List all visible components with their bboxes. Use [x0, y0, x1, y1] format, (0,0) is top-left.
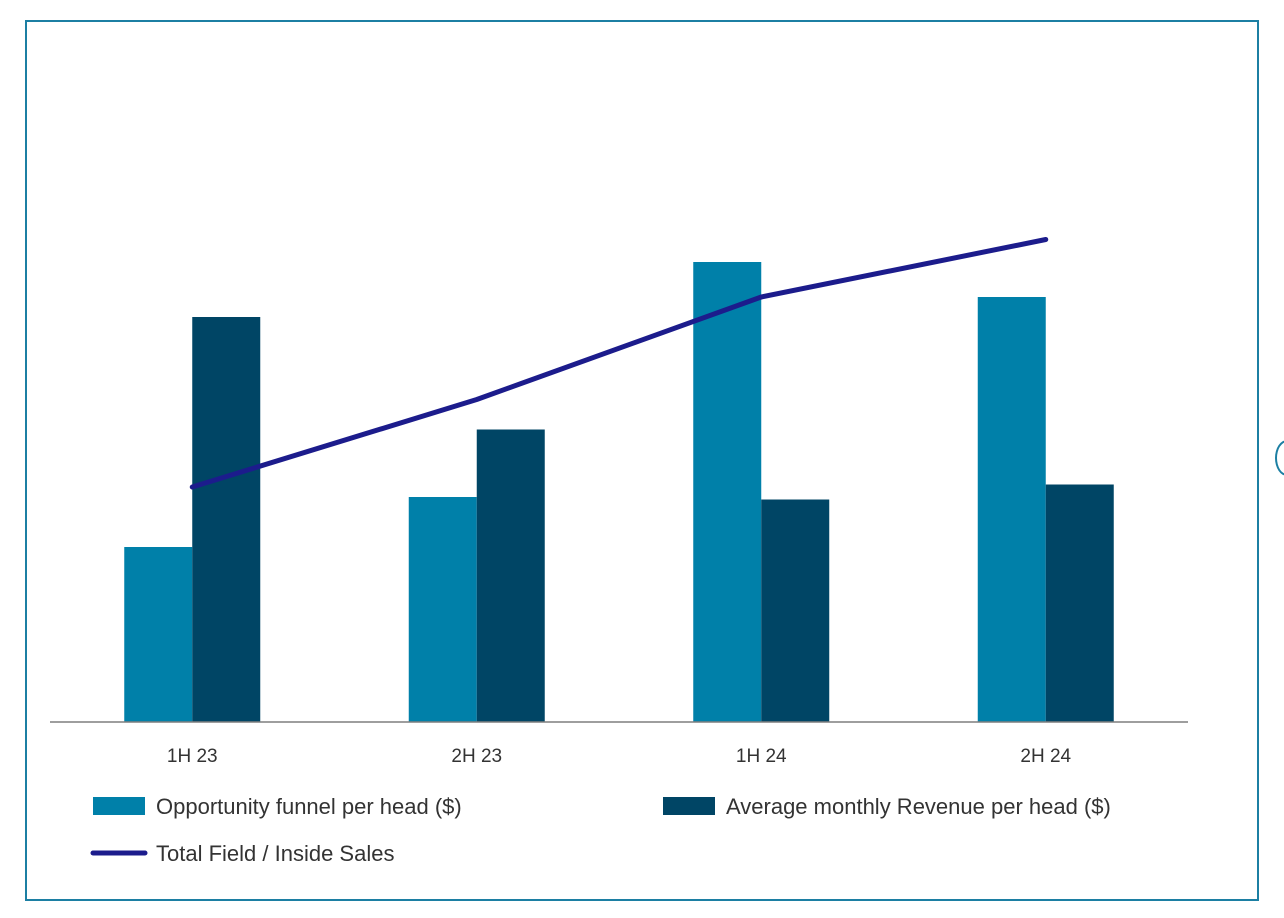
bar-series-1-3: [693, 262, 762, 722]
bar-series-2-1: [192, 317, 261, 722]
legend-swatch-2: [663, 797, 715, 815]
bar-series-1-4: [977, 297, 1046, 722]
x-tick-label-1: 1H 23: [167, 746, 218, 767]
x-tick-label-3: 1H 24: [736, 746, 787, 767]
bar-series-2-2: [476, 429, 545, 722]
bar-series-1-1: [124, 547, 193, 722]
x-tick-label-2: 2H 23: [451, 746, 502, 767]
bar-series-1-2: [408, 497, 477, 722]
legend-label-1: Opportunity funnel per head ($): [156, 794, 462, 819]
bar-series-2-3: [761, 499, 830, 722]
x-tick-label-4: 2H 24: [1020, 746, 1071, 767]
legend-label-2: Average monthly Revenue per head ($): [726, 794, 1111, 819]
line-series-1: [189, 237, 1049, 490]
legend-label-3: Total Field / Inside Sales: [156, 841, 394, 866]
legend-swatch-1: [93, 797, 145, 815]
bar-series-2-4: [1045, 484, 1114, 722]
